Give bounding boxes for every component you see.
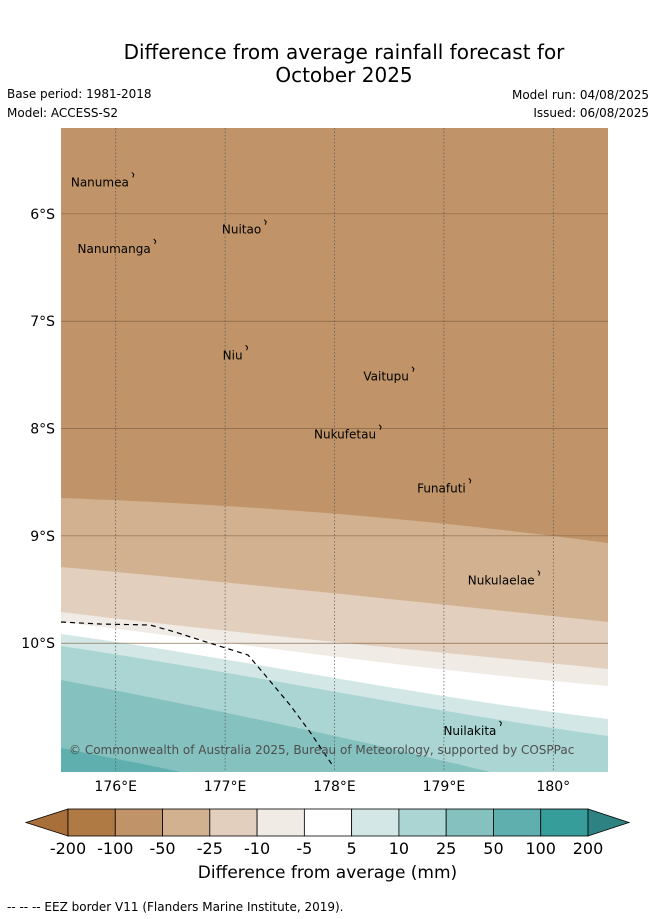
place-label: Niu	[223, 348, 243, 362]
axis-ticks: 6°S 7°S 8°S 9°S 10°S 176°E 177°E 178°E 179°E 180°	[21, 207, 570, 795]
colorbar-min-arrow	[24, 808, 69, 837]
place-labels: Nanumea Nuitao Nanumanga Niu Vaitupu Nukufeta…	[71, 175, 535, 737]
colorbar-swatch	[209, 808, 258, 837]
island-outline	[245, 344, 249, 351]
island-outline	[131, 172, 135, 178]
issued-date: Issued: 06/08/2025	[533, 106, 649, 120]
lat-tick-label: 9°S	[30, 529, 55, 545]
colorbar-label: 25	[435, 839, 457, 858]
colorbar-title: Difference from average (mm)	[197, 863, 458, 883]
place-label: Funafuti	[417, 481, 466, 495]
colorbar-label: -25	[196, 839, 223, 858]
colorbar	[24, 808, 631, 837]
title-line-1: Difference from average rainfall forecas…	[123, 40, 565, 64]
title-line-2: October 2025	[275, 63, 413, 87]
place-label: Nanumea	[71, 175, 129, 189]
model-name: Model: ACCESS-S2	[7, 106, 119, 120]
colorbar-swatch	[114, 808, 163, 837]
eez-border	[61, 621, 334, 767]
island-outline	[411, 366, 415, 372]
place-label: Nukulaelae	[468, 574, 535, 588]
lat-tick-label: 8°S	[30, 422, 55, 438]
island-outline	[153, 238, 157, 245]
colorbar-label: -200	[49, 839, 87, 858]
lon-tick-label: 178°E	[313, 779, 356, 795]
lon-tick-label: 177°E	[204, 779, 247, 795]
colorbar-label: -50	[149, 839, 176, 858]
colorbar-swatch	[162, 808, 211, 837]
colorbar-label: -10	[244, 839, 271, 858]
colorbar-max-arrow	[587, 808, 631, 837]
colorbar-swatch	[493, 808, 542, 837]
band-plus-50	[61, 680, 490, 772]
place-label: Nanumanga	[78, 242, 151, 256]
place-label: Nuilakita	[443, 724, 496, 738]
lat-tick-label: 7°S	[30, 314, 55, 330]
island-outline	[378, 424, 382, 430]
colorbar-swatch	[398, 808, 447, 837]
lon-tick-label: 180°	[536, 779, 570, 795]
copyright-note: © Commonwealth of Australia 2025, Bureau…	[69, 743, 574, 757]
colorbar-label: 200	[572, 839, 604, 858]
colorbar-swatch	[303, 808, 353, 837]
lat-tick-label: 6°S	[30, 207, 55, 223]
colorbar-label: 100	[525, 839, 556, 858]
colorbar-swatch	[256, 808, 305, 837]
island-outlines	[131, 172, 541, 727]
place-label: Nukufetau	[314, 428, 376, 442]
island-outline	[263, 219, 267, 225]
colorbar-swatch	[67, 808, 116, 837]
map-title: Difference from average rainfall forecas…	[0, 41, 655, 87]
colorbar-label: 50	[483, 839, 504, 858]
island-outline	[499, 720, 502, 727]
colorbar-swatch	[351, 808, 400, 837]
band-plus-100	[61, 748, 180, 772]
colorbar-swatch	[445, 808, 494, 837]
colorbar-label: 5	[346, 839, 357, 858]
lon-tick-label: 176°E	[94, 779, 137, 795]
graticule	[61, 128, 608, 772]
colorbar-label: -5	[296, 839, 313, 858]
colorbar-swatch	[540, 808, 589, 837]
base-period: Base period: 1981-2018	[7, 87, 152, 101]
lat-tick-label: 10°S	[21, 636, 55, 652]
colorbar-label: 10	[388, 839, 410, 858]
colorbar-label: -100	[97, 839, 134, 858]
place-label: Nuitao	[222, 223, 261, 237]
island-outline	[468, 477, 472, 484]
place-label: Vaitupu	[363, 370, 409, 384]
model-run: Model run: 04/08/2025	[511, 88, 649, 102]
island-outline	[537, 570, 541, 576]
footer-note: -- -- -- EEZ border V11 (Flanders Marine…	[7, 900, 344, 914]
lon-tick-label: 179°E	[423, 779, 466, 795]
